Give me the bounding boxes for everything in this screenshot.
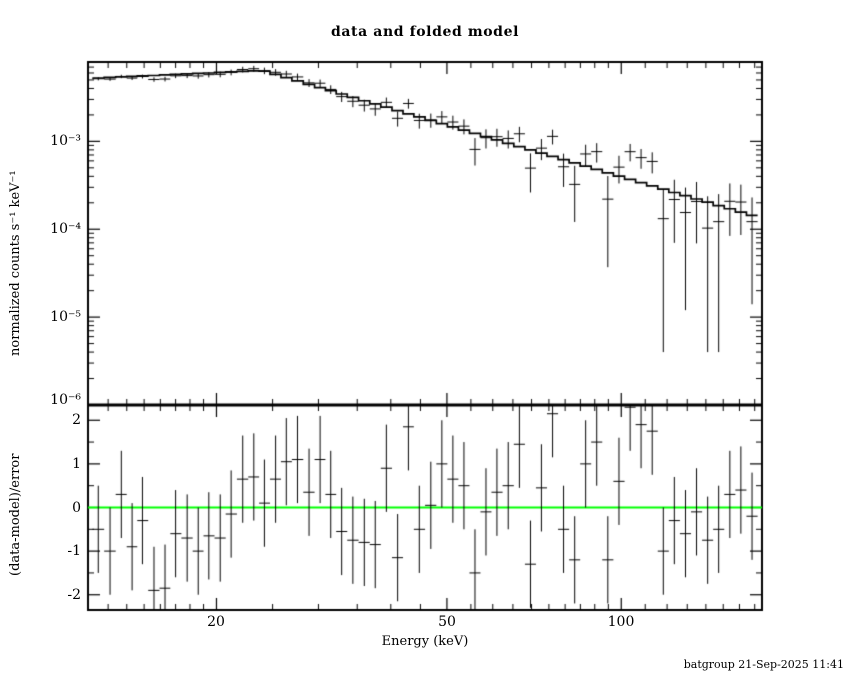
x-axis-label: Energy (keV) [381,634,469,649]
creator-timestamp-label: batgroup 21-Sep-2025 11:41 [683,658,844,671]
top-panel-y-axis-label: normalized counts s⁻¹ keV⁻¹ [8,170,23,356]
y-tick-label-1e-6: 10⁻⁶ [50,392,81,408]
y-tick-label-1e-5: 10⁻⁵ [50,309,81,325]
resid-tick-label-neg1: -1 [67,543,81,559]
bottom-panel-y-axis-label: (data-model)/error [8,453,23,576]
x-tick-label-20: 20 [207,614,225,630]
y-tick-label-1e-4: 10⁻⁴ [50,221,81,237]
resid-tick-label-neg2: -2 [67,587,81,603]
plot-title: data and folded model [331,24,519,40]
resid-tick-label-1: 1 [72,456,81,472]
y-tick-label-1e-3: 10⁻³ [50,133,81,149]
resid-tick-label-0: 0 [72,500,81,516]
x-tick-label-100: 100 [607,614,635,630]
x-tick-label-50: 50 [438,614,456,630]
resid-tick-label-2: 2 [72,412,81,428]
